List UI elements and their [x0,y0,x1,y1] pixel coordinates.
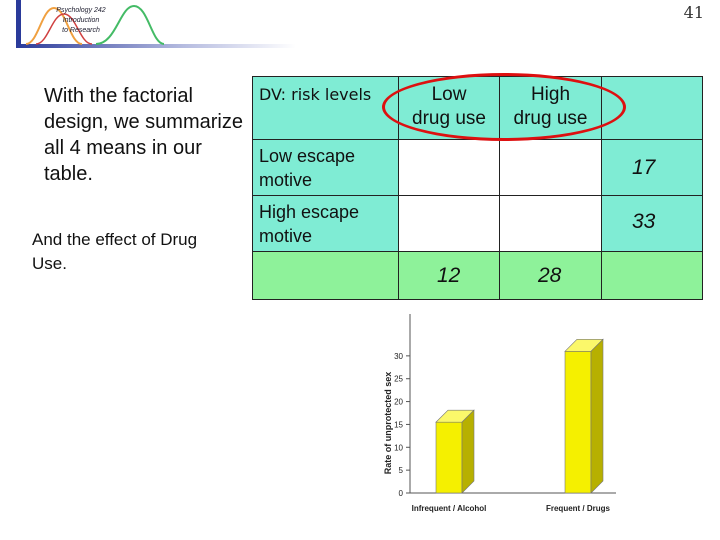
row-high-cell: High escape motive [252,195,399,252]
col-low-mean: 12 [437,264,461,287]
logo-bar [16,0,21,48]
y-tick-label: 0 [399,489,404,498]
row-high-mean: 33 [632,210,656,233]
drug-use-bar-chart: 0 5 10 15 20 25 30 Rate of unprotected sex Infre… [383,314,616,513]
highlight-oval [382,73,626,141]
y-tick-label: 30 [394,352,403,361]
y-tick-label: 5 [399,466,404,475]
logo-text: Psychology 242 Introduction to Research [36,6,126,36]
col-high-mean: 28 [538,264,562,287]
y-axis-label: Rate of unprotected sex [383,372,393,475]
cell-low-high [499,139,602,196]
logo-line-2: Introduction [62,17,100,24]
effect-text: And the effect of Drug Use. [32,230,198,273]
y-tick-label: 15 [394,420,403,429]
row-low-cell: Low escape motive [252,139,399,196]
row-low-mean: 17 [632,156,656,179]
row-high-label: High escape motive [259,202,360,246]
dv-label: DV: risk levels [259,85,372,104]
page-number: 41 [683,3,704,22]
row-low-mean-cell: 17 [601,139,703,196]
bar-side [590,338,604,494]
row-high-mean-cell: 33 [601,195,703,252]
bar-front [564,350,592,494]
summary-text: With the factorial design, we summarize … [44,85,243,185]
logo-line-1: Psychology 242 [56,7,106,14]
x-category-label: Frequent / Drugs [546,504,611,513]
logo-line-3: to Research [62,27,100,34]
col-low-mean-cell: 12 [398,251,500,300]
y-tick-label: 10 [394,443,403,452]
dv-cell: DV: risk levels [252,76,399,140]
bottom-right-cell [601,251,703,300]
header-rule [16,44,296,48]
x-category-label: Infrequent / Alcohol [412,504,487,513]
cell-low-low [398,139,500,196]
cell-high-high [499,195,602,252]
cell-high-low [398,195,500,252]
bar-front [435,421,463,494]
col-high-mean-cell: 28 [499,251,602,300]
y-tick-label: 25 [394,375,403,384]
y-tick-label: 20 [394,398,403,407]
normal-curves-logo [25,4,165,45]
bar-side [461,409,475,494]
row-low-label: Low escape motive [259,146,356,190]
bottom-label-cell [252,251,399,300]
